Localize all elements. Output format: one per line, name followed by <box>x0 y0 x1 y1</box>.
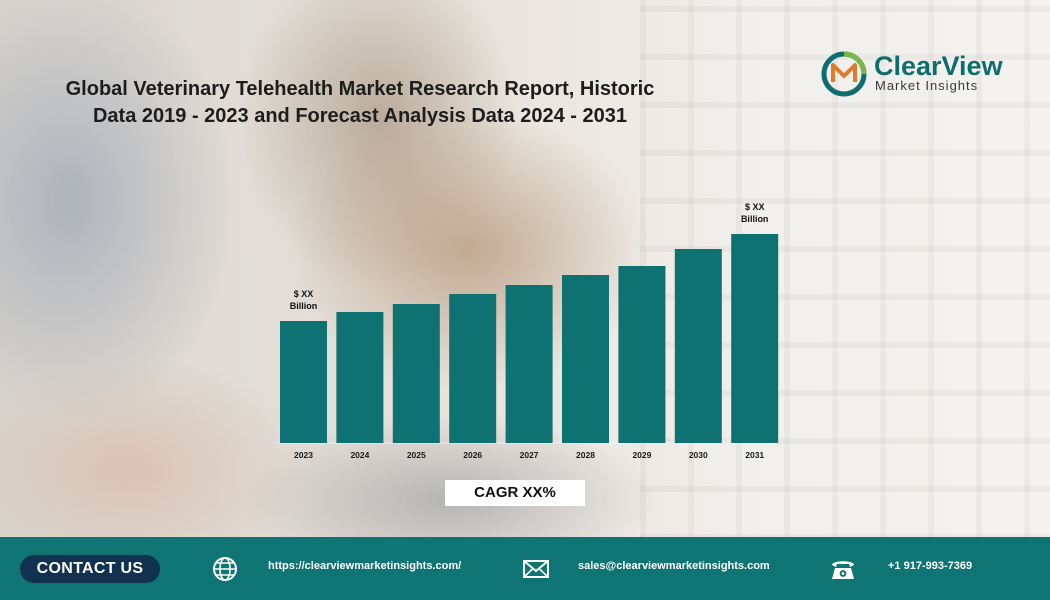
cagr-label: CAGR XX% <box>445 480 585 506</box>
tick-label-2025: 2025 <box>407 450 426 460</box>
bar-2030 <box>674 249 722 443</box>
tick-label-2029: 2029 <box>632 450 651 460</box>
logo-name: ClearView <box>874 51 1003 81</box>
report-title: Global Veterinary Telehealth Market Rese… <box>30 76 690 130</box>
bar-2027 <box>505 285 553 443</box>
market-bar-chart: 2023 2024 2025 2026 2027 2028 2029 2030 2031 $ X… <box>278 202 779 460</box>
contact-footer: CONTACT US https://clearviewmarketinsigh… <box>0 537 1050 600</box>
tick-label-2031: 2031 <box>745 450 764 460</box>
website-link[interactable]: https://clearviewmarketinsights.com/ <box>268 560 462 572</box>
background-photo <box>0 0 1050 540</box>
clearview-logo: ClearView Market Insights <box>820 50 1020 100</box>
tick-label-2030: 2030 <box>689 450 708 460</box>
bar-2026 <box>449 294 497 443</box>
bar-2024 <box>336 312 384 443</box>
tick-label-2028: 2028 <box>576 450 595 460</box>
bar-2031 <box>731 234 779 443</box>
logo-tagline: Market Insights <box>875 78 979 93</box>
bar-2028 <box>562 275 609 443</box>
contact-us-button[interactable]: CONTACT US <box>20 555 160 583</box>
logo-mark-icon <box>821 51 867 97</box>
data-label-2023-value: $ XX <box>294 289 314 299</box>
mail-icon <box>523 560 549 578</box>
email-link[interactable]: sales@clearviewmarketinsights.com <box>578 560 770 572</box>
background-veil <box>0 0 1050 540</box>
phone-icon <box>832 561 854 579</box>
report-title-line-2: Data 2019 - 2023 and Forecast Analysis D… <box>92 105 627 127</box>
tick-label-2026: 2026 <box>463 450 482 460</box>
bar-2029 <box>618 266 666 443</box>
tick-label-2027: 2027 <box>520 450 539 460</box>
phone-number[interactable]: +1 917-993-7369 <box>888 560 973 572</box>
tick-label-2023: 2023 <box>294 450 313 460</box>
data-label-2031-value: $ XX <box>745 202 765 212</box>
data-label-2031-unit: Billion <box>741 214 769 224</box>
globe-icon <box>213 557 237 581</box>
report-title-line-1: Global Veterinary Telehealth Market Rese… <box>65 78 655 100</box>
tick-label-2024: 2024 <box>350 450 369 460</box>
bar-2023 <box>280 321 327 443</box>
bar-2025 <box>392 304 440 443</box>
data-label-2023-unit: Billion <box>290 301 318 311</box>
